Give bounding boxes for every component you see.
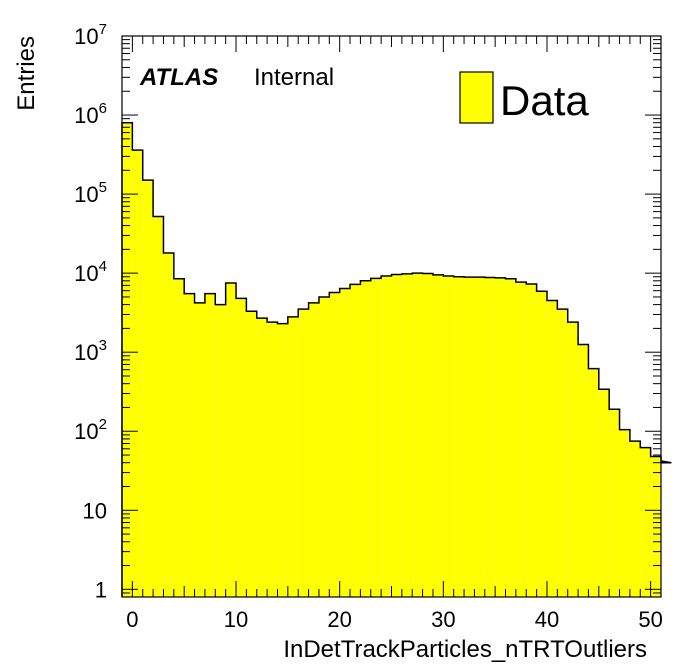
histogram-bar <box>267 322 278 597</box>
histogram-bar <box>360 280 371 597</box>
histogram-bars <box>122 122 661 597</box>
histogram-bar <box>236 298 247 597</box>
histogram-bar <box>474 277 485 597</box>
histogram-bar <box>422 273 433 597</box>
legend-swatch <box>459 71 494 124</box>
histogram-bar <box>225 283 237 597</box>
histogram-bar <box>153 216 164 597</box>
histogram-bar <box>215 304 226 597</box>
y-tick-label: 105 <box>74 179 107 207</box>
histogram-bar <box>318 296 330 597</box>
histogram-bar <box>401 273 413 597</box>
histogram-bar <box>370 278 382 597</box>
histogram-bar <box>629 441 641 597</box>
histogram-bar <box>246 311 257 597</box>
histogram-bar <box>432 274 444 597</box>
x-tick-label: 30 <box>431 607 455 632</box>
x-axis-title: InDetTrackParticles_nTRTOutliers <box>283 636 647 663</box>
x-tick-label: 10 <box>224 607 248 632</box>
histogram-bar <box>308 302 319 597</box>
histogram-bar <box>453 276 465 597</box>
histogram-bar <box>381 276 392 597</box>
tick-labels: 0 10 20 30 40 50 1 10 102 103 104 105 106 107 <box>74 21 663 632</box>
y-tick-label: 102 <box>74 416 107 444</box>
histogram-bar <box>142 180 154 597</box>
histogram-outline <box>121 121 672 597</box>
histogram-bar <box>298 309 309 597</box>
histogram-bar <box>443 276 454 597</box>
y-axis-title: Entries <box>13 36 40 111</box>
x-tick-label: 0 <box>126 607 138 632</box>
histogram-bar <box>609 409 620 597</box>
histogram-bar <box>536 291 547 597</box>
histogram-bar <box>194 302 205 597</box>
legend-entry-data: Data <box>500 77 589 124</box>
histogram-bar <box>640 447 651 597</box>
histogram-bar <box>588 368 599 597</box>
histogram-bar <box>287 316 299 597</box>
x-tick-label: 40 <box>535 607 559 632</box>
y-tick-label: 107 <box>74 21 107 49</box>
histogram-bar <box>578 344 589 597</box>
x-tick-label: 50 <box>638 607 662 632</box>
atlas-status-label: Internal <box>254 64 334 91</box>
histogram-bar <box>650 456 661 597</box>
histogram-bar <box>132 150 143 597</box>
histogram-bar <box>619 429 630 597</box>
histogram-bar <box>505 278 516 597</box>
histogram-bar <box>391 274 402 597</box>
histogram-bar <box>184 293 195 597</box>
histogram-bar <box>277 323 288 597</box>
histogram-bar <box>484 277 496 597</box>
plot-frame <box>121 35 662 598</box>
y-tick-label: 10 <box>83 498 107 523</box>
histogram-bar <box>339 288 351 597</box>
histogram-bar <box>464 277 475 597</box>
histogram-bar <box>173 278 185 597</box>
x-tick-label: 20 <box>327 607 351 632</box>
histogram-bar <box>412 273 423 597</box>
atlas-label: ATLAS <box>139 64 218 91</box>
histogram-bar <box>557 309 568 597</box>
histogram-bar <box>204 293 216 597</box>
histogram-bar <box>567 322 579 597</box>
histogram-bar <box>598 389 610 597</box>
histogram-bar <box>495 277 506 597</box>
y-tick-label: 106 <box>74 100 107 128</box>
histogram-bar <box>526 283 537 597</box>
y-tick-label: 103 <box>74 337 107 365</box>
y-tick-label: 1 <box>95 577 107 602</box>
histogram-bar <box>546 300 558 597</box>
y-tick-label: 104 <box>74 258 107 286</box>
histogram-bar <box>515 282 527 597</box>
histogram-bar <box>256 318 268 597</box>
histogram-bar <box>350 284 361 597</box>
histogram-bar <box>163 252 174 597</box>
histogram-bar <box>329 292 340 597</box>
